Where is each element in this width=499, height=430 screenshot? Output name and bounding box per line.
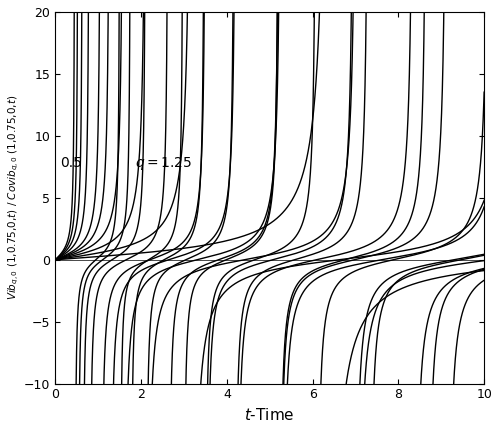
Text: 0.5: 0.5	[60, 156, 82, 170]
X-axis label: $t$-Time: $t$-Time	[245, 407, 295, 423]
Y-axis label: $Vib_{q,0}$ (1,0.75,0,$t$) / $Covib_{q,0}$ (1,0.75,0,$t$): $Vib_{q,0}$ (1,0.75,0,$t$) / $Covib_{q,0…	[7, 95, 21, 301]
Text: $q = 1.25$: $q = 1.25$	[135, 155, 192, 172]
